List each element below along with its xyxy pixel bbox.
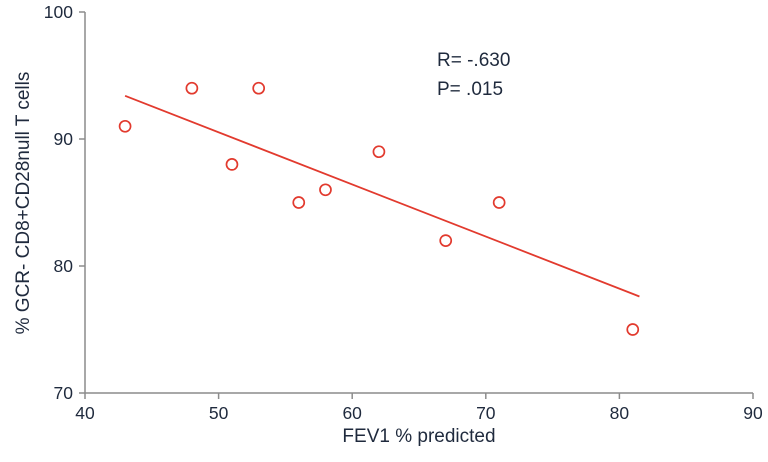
y-tick-label: 90 xyxy=(54,129,74,149)
y-tick-label: 80 xyxy=(54,256,74,276)
data-point xyxy=(118,119,132,133)
data-point xyxy=(626,323,640,336)
x-tick-label: 80 xyxy=(610,403,630,423)
data-point xyxy=(439,234,453,247)
x-tick-label: 70 xyxy=(476,403,496,423)
data-point xyxy=(225,158,239,171)
data-point xyxy=(372,145,386,159)
x-tick-label: 90 xyxy=(743,403,763,423)
p-value-label: P= .015 xyxy=(437,79,504,101)
data-point xyxy=(292,196,306,209)
x-tick-label: 60 xyxy=(342,403,362,423)
stats-annotation: R= -.630 P= .015 xyxy=(437,46,510,105)
data-point xyxy=(492,196,506,209)
y-tick-label: 70 xyxy=(54,383,74,403)
trend-line xyxy=(124,94,640,298)
r-value-label: R= -.630 xyxy=(437,50,511,71)
y-axis-label: % GCR- CD8+CD28null T cells xyxy=(13,71,34,335)
data-point xyxy=(252,81,266,95)
data-point xyxy=(185,81,199,95)
y-tick-label: 100 xyxy=(44,2,73,22)
x-axis-label: FEV1 % predicted xyxy=(342,426,496,447)
data-point xyxy=(319,183,332,197)
x-tick-label: 50 xyxy=(209,403,229,423)
x-tick-label: 40 xyxy=(75,403,95,423)
